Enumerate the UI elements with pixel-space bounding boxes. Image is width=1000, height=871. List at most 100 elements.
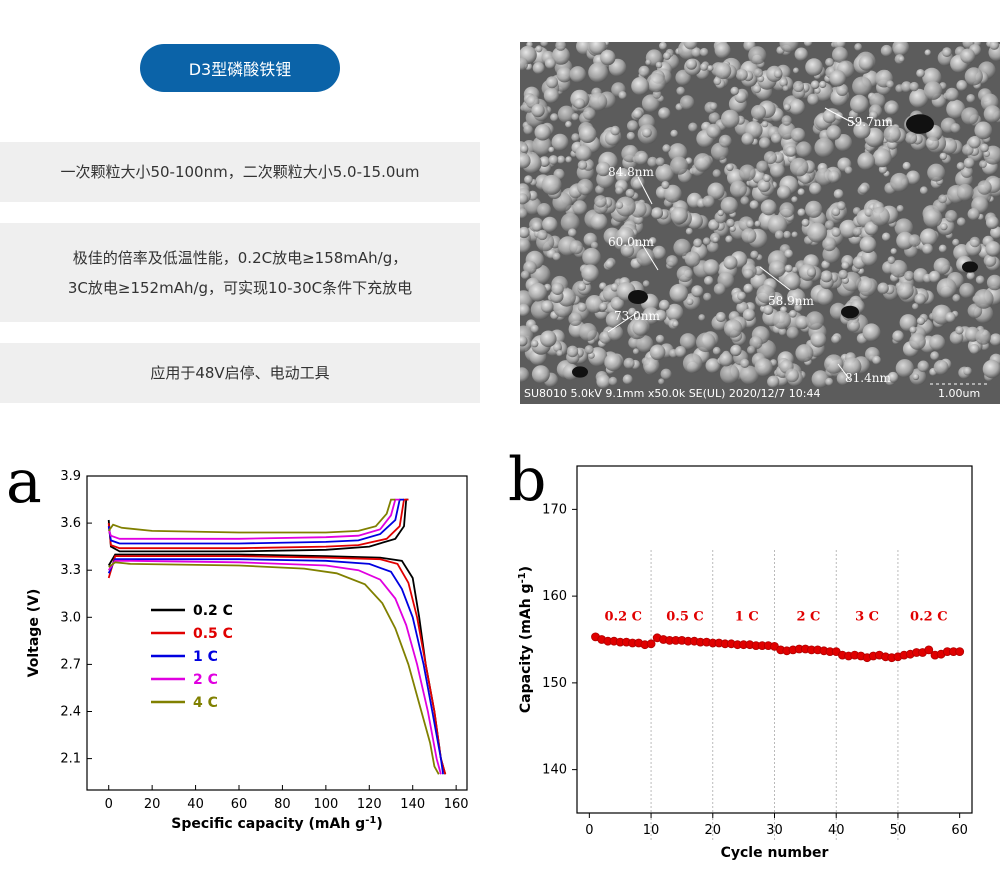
x-tick-label: 80 bbox=[274, 797, 291, 812]
sem-particle bbox=[794, 298, 802, 306]
sem-particle bbox=[531, 221, 543, 232]
sem-particle bbox=[702, 195, 715, 208]
sem-particle bbox=[743, 283, 754, 294]
sem-particle bbox=[668, 143, 688, 162]
sem-particle bbox=[816, 288, 834, 306]
segment-label: 0.2 C bbox=[910, 609, 948, 624]
feature-box-application: 应用于48V启停、电动工具 bbox=[0, 343, 480, 403]
legend-label: 1 C bbox=[193, 649, 218, 665]
sem-particle bbox=[565, 121, 572, 128]
sem-particle bbox=[579, 323, 597, 341]
product-title: D3型磷酸铁锂 bbox=[188, 60, 292, 79]
sem-particle bbox=[963, 366, 972, 376]
feature-rate-line-1: 极佳的倍率及低温性能，0.2C放电≥158mAh/g， bbox=[72, 248, 408, 267]
sem-measurements: 59.7nm 84.8nm 60.0nm 58.9nm 73.0nm 81.4n… bbox=[607, 107, 893, 385]
sem-particle bbox=[537, 203, 552, 217]
sem-particle bbox=[869, 111, 878, 120]
sem-particle bbox=[582, 247, 601, 267]
sem-particle bbox=[783, 272, 801, 291]
sem-particle bbox=[940, 222, 948, 231]
sem-particle bbox=[520, 335, 528, 347]
sem-particle bbox=[852, 227, 862, 237]
sem-particle bbox=[531, 365, 550, 384]
sem-particle bbox=[754, 358, 773, 377]
sem-particle bbox=[530, 324, 539, 334]
sem-particle bbox=[676, 86, 685, 96]
x-tick-label: 0 bbox=[585, 823, 593, 838]
sem-particle bbox=[859, 236, 877, 254]
sem-particle bbox=[805, 311, 825, 330]
data-point bbox=[646, 639, 656, 649]
sem-particle bbox=[789, 157, 809, 177]
sem-particle bbox=[623, 357, 635, 369]
sem-particle bbox=[939, 152, 947, 160]
sem-particle bbox=[520, 270, 530, 280]
sem-particle bbox=[552, 252, 561, 261]
sem-particle bbox=[714, 62, 732, 80]
sem-particle bbox=[916, 69, 925, 78]
sem-particle bbox=[846, 319, 860, 332]
x-tick-label: 20 bbox=[144, 797, 161, 812]
sem-particle bbox=[950, 123, 961, 134]
y-tick-label: 170 bbox=[542, 502, 567, 517]
sem-particle bbox=[960, 165, 973, 178]
sem-particle bbox=[544, 57, 556, 69]
sem-particle bbox=[749, 336, 763, 350]
sem-particle bbox=[952, 294, 961, 303]
sem-particle bbox=[742, 308, 756, 322]
sem-particle bbox=[966, 94, 976, 103]
sem-particle bbox=[831, 207, 841, 216]
y-tick-label: 3.9 bbox=[60, 469, 81, 484]
sem-particle bbox=[648, 237, 657, 245]
sem-particle bbox=[973, 289, 994, 309]
product-title-pill: D3型磷酸铁锂 bbox=[140, 44, 340, 92]
sem-particle bbox=[834, 134, 853, 152]
sem-particle bbox=[577, 160, 588, 170]
sem-particle bbox=[894, 218, 913, 237]
panel-letter-a: a bbox=[6, 447, 42, 517]
y-tick-label: 140 bbox=[542, 763, 567, 778]
sem-particle bbox=[605, 311, 623, 328]
series-line-1C-charge bbox=[107, 498, 404, 545]
legend-label: 4 C bbox=[193, 695, 218, 711]
sem-particle bbox=[551, 46, 570, 65]
sem-particle bbox=[630, 175, 645, 190]
sem-particle bbox=[741, 228, 757, 244]
sem-particle bbox=[800, 173, 811, 184]
sem-particle bbox=[548, 155, 559, 165]
sem-particle bbox=[878, 165, 888, 174]
y-tick-label: 2.1 bbox=[60, 752, 81, 767]
sem-particle bbox=[720, 196, 738, 215]
sem-particle bbox=[625, 188, 635, 198]
sem-particle bbox=[691, 285, 704, 298]
sem-particle bbox=[582, 107, 596, 120]
sem-particle bbox=[901, 81, 912, 93]
sem-particle bbox=[535, 45, 543, 53]
sem-particle bbox=[655, 157, 665, 167]
sem-particle bbox=[975, 329, 991, 345]
sem-particle bbox=[833, 189, 844, 199]
sem-particle bbox=[676, 265, 693, 283]
sem-particle bbox=[977, 180, 992, 195]
sem-particle bbox=[726, 163, 734, 172]
sem-particle bbox=[986, 274, 1000, 291]
sem-particle bbox=[826, 125, 842, 141]
sem-particle bbox=[919, 228, 938, 246]
sem-particle bbox=[983, 254, 997, 267]
sem-particle bbox=[956, 184, 974, 201]
sem-particle bbox=[844, 166, 853, 175]
sem-particle bbox=[632, 108, 643, 119]
x-tick-label: 160 bbox=[444, 797, 469, 812]
sem-particle bbox=[922, 243, 933, 255]
sem-particle bbox=[955, 326, 964, 335]
sem-particle bbox=[574, 98, 585, 109]
sem-particle bbox=[655, 164, 674, 183]
sem-particle bbox=[756, 284, 776, 304]
legend-label: 0.2 C bbox=[193, 603, 233, 619]
sem-particle bbox=[783, 230, 791, 239]
sem-particle bbox=[771, 133, 782, 144]
sem-particle bbox=[645, 59, 652, 66]
sem-particle bbox=[560, 213, 580, 232]
sem-particle bbox=[712, 346, 721, 355]
sem-particle bbox=[642, 280, 650, 288]
